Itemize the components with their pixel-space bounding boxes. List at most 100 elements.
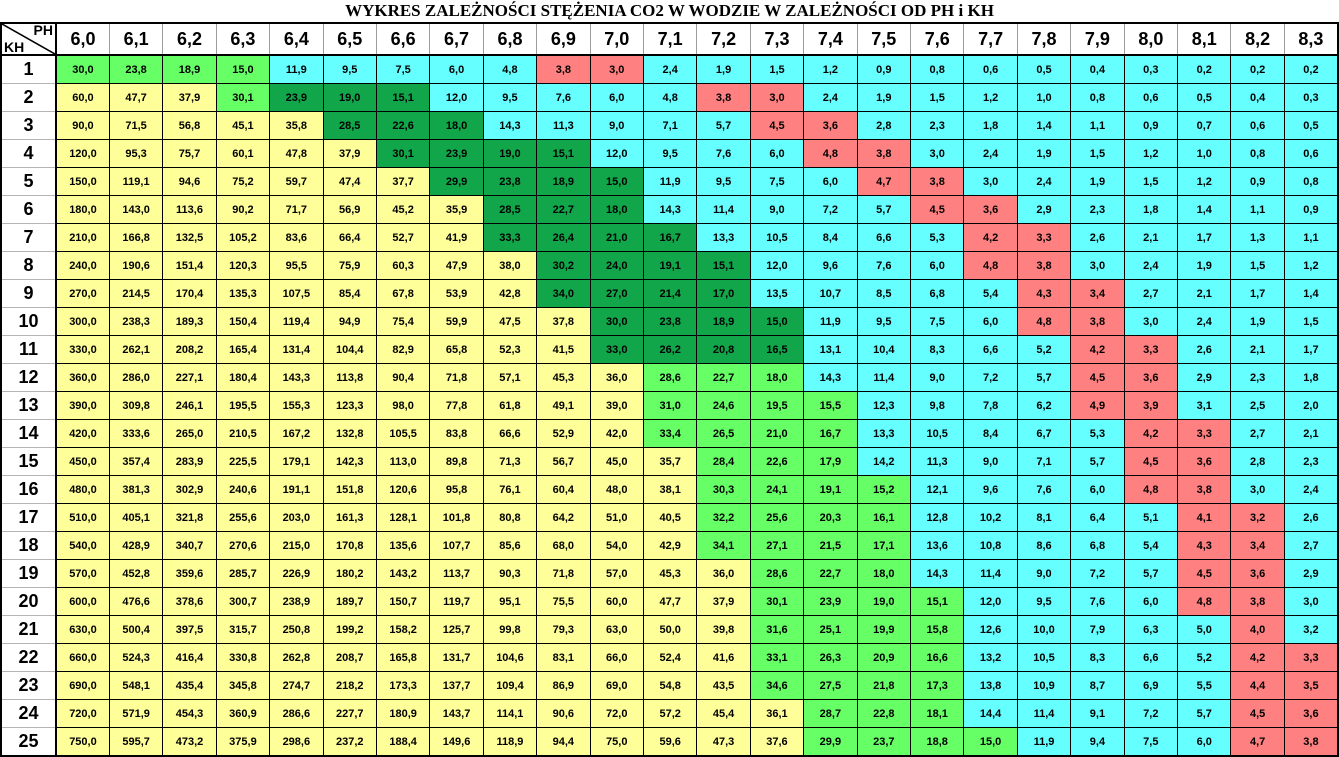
co2-cell: 11,3	[909, 447, 965, 476]
co2-cell: 66,0	[589, 643, 644, 672]
co2-cell: 13,3	[696, 223, 751, 252]
co2-cell: 18,8	[909, 727, 965, 757]
co2-cell: 9,4	[1070, 727, 1125, 757]
co2-cell: 45,3	[536, 363, 591, 392]
co2-cell: 3,8	[909, 167, 965, 196]
co2-cell: 142,3	[322, 447, 377, 476]
co2-cell: 6,0	[429, 54, 484, 84]
ph-header-cell: 7,4	[803, 22, 858, 56]
co2-cell: 189,3	[162, 307, 217, 336]
co2-cell: 3,6	[803, 111, 858, 140]
co2-cell: 135,3	[215, 279, 271, 308]
co2-cell: 109,4	[482, 671, 538, 700]
co2-cell: 12,8	[909, 503, 965, 532]
co2-cell: 3,0	[1123, 307, 1179, 336]
co2-cell: 360,0	[55, 363, 110, 392]
co2-cell: 15,0	[215, 54, 271, 84]
co2-cell: 2,4	[642, 54, 698, 84]
co2-cell: 3,2	[1283, 615, 1339, 644]
co2-cell: 10,5	[909, 419, 965, 448]
table-row: 6 180,0 143,0 113,6 90,2 71,7 56,9 45,2 35,9 28,5…	[0, 195, 1339, 224]
co2-cell: 9,5	[482, 83, 538, 112]
co2-cell: 135,6	[375, 531, 431, 560]
co2-cell: 15,1	[909, 587, 965, 616]
co2-cell: 5,4	[1123, 531, 1179, 560]
co2-cell: 1,9	[696, 54, 751, 84]
co2-cell: 3,0	[589, 54, 644, 84]
co2-cell: 265,0	[162, 419, 217, 448]
co2-cell: 0,8	[1230, 139, 1285, 168]
co2-cell: 285,7	[215, 559, 271, 588]
co2-cell: 107,5	[269, 279, 324, 308]
co2-cell: 40,5	[642, 503, 698, 532]
co2-cell: 4,0	[1230, 615, 1285, 644]
co2-cell: 0,5	[1283, 111, 1339, 140]
co2-cell: 14,3	[803, 363, 858, 392]
co2-cell: 1,5	[1230, 251, 1285, 280]
co2-cell: 143,2	[375, 559, 431, 588]
co2-cell: 9,5	[1016, 587, 1072, 616]
ph-header-cell: 7,1	[642, 22, 698, 56]
co2-cell: 23,7	[856, 727, 912, 757]
co2-cell: 161,3	[322, 503, 377, 532]
co2-cell: 16,7	[642, 223, 698, 252]
co2-cell: 2,3	[909, 111, 965, 140]
kh-header-cell: 24	[0, 699, 57, 728]
co2-cell: 12,1	[909, 475, 965, 504]
co2-cell: 7,5	[1123, 727, 1179, 757]
co2-cell: 720,0	[55, 699, 110, 728]
co2-cell: 10,9	[1016, 671, 1072, 700]
co2-cell: 10,5	[749, 223, 805, 252]
ph-header-cell: 6,8	[482, 22, 538, 56]
co2-cell: 5,7	[1070, 447, 1125, 476]
co2-cell: 20,8	[696, 335, 751, 364]
co2-cell: 143,3	[269, 363, 324, 392]
co2-cell: 26,5	[696, 419, 751, 448]
co2-cell: 302,9	[162, 475, 217, 504]
co2-cell: 3,4	[1230, 531, 1285, 560]
co2-cell: 11,4	[696, 195, 751, 224]
co2-cell: 2,9	[1283, 559, 1339, 588]
kh-header-cell: 20	[0, 587, 57, 616]
co2-cell: 1,7	[1283, 335, 1339, 364]
co2-cell: 82,9	[375, 335, 431, 364]
co2-cell: 53,9	[429, 279, 484, 308]
co2-cell: 2,4	[963, 139, 1018, 168]
co2-cell: 17,0	[696, 279, 751, 308]
co2-cell: 210,5	[215, 419, 271, 448]
co2-cell: 1,9	[1177, 251, 1232, 280]
co2-cell: 10,2	[963, 503, 1018, 532]
co2-cell: 2,7	[1230, 419, 1285, 448]
co2-cell: 1,9	[1230, 307, 1285, 336]
co2-cell: 15,8	[909, 615, 965, 644]
co2-cell: 4,8	[1123, 475, 1179, 504]
co2-cell: 39,0	[589, 391, 644, 420]
co2-cell: 18,0	[749, 363, 805, 392]
co2-cell: 7,8	[963, 391, 1018, 420]
co2-cell: 3,3	[1283, 643, 1339, 672]
co2-cell: 238,3	[108, 307, 164, 336]
co2-cell: 420,0	[55, 419, 110, 448]
co2-cell: 41,6	[696, 643, 751, 672]
co2-cell: 16,1	[856, 503, 912, 532]
co2-cell: 23,8	[108, 54, 164, 84]
co2-cell: 65,8	[429, 335, 484, 364]
co2-cell: 262,8	[269, 643, 324, 672]
ph-header-cell: 8,1	[1177, 22, 1232, 56]
co2-cell: 26,3	[803, 643, 858, 672]
co2-cell: 6,3	[1123, 615, 1179, 644]
co2-cell: 2,4	[1283, 475, 1339, 504]
co2-cell: 66,6	[482, 419, 538, 448]
co2-cell: 2,7	[1283, 531, 1339, 560]
co2-cell: 6,4	[1070, 503, 1125, 532]
co2-cell: 0,5	[1177, 83, 1232, 112]
co2-cell: 2,4	[803, 83, 858, 112]
co2-cell: 435,4	[162, 671, 217, 700]
co2-cell: 118,9	[482, 727, 538, 757]
co2-cell: 2,9	[1016, 195, 1072, 224]
co2-cell: 28,5	[482, 195, 538, 224]
co2-cell: 37,9	[696, 587, 751, 616]
ph-header-cell: 6,7	[429, 22, 484, 56]
co2-cell: 26,4	[536, 223, 591, 252]
co2-cell: 22,7	[536, 195, 591, 224]
